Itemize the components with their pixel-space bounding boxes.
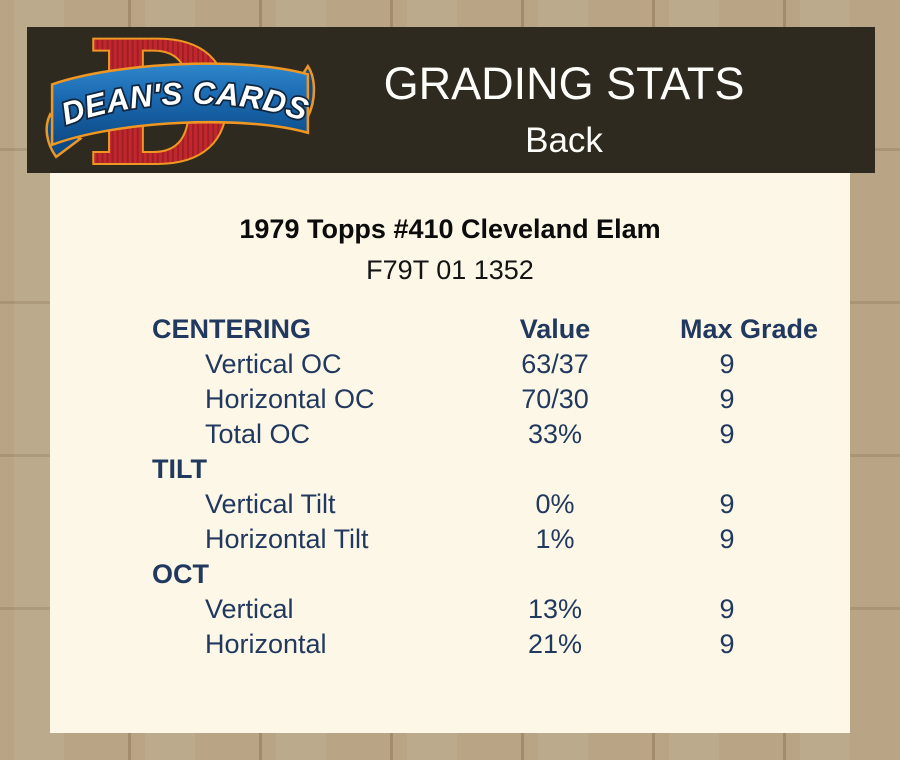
row-value-horizontal-oc: 70/30 [521,384,589,414]
row-maxgrade-total-oc: 9 [719,419,735,449]
row-label-total-oc: Total OC [205,419,311,449]
row-value-horizontal-tilt: 1% [535,524,575,554]
row-label-horizontal-tilt: Horizontal Tilt [205,524,369,554]
section-header-oct: OCT [152,559,209,589]
page-title: GRADING STATS [383,58,745,109]
column-header-value: Value [519,314,591,344]
row-value-oct-vertical: 13% [527,594,583,624]
section-header-centering: CENTERING [152,314,312,344]
row-maxgrade-oct-vertical: 9 [719,594,735,624]
row-label-vertical-oc: Vertical OC [205,349,342,379]
row-value-vertical-tilt: 0% [535,489,575,519]
content-panel: 1979 Topps #410 Cleveland Elam F79T 01 1… [50,173,850,733]
row-maxgrade-horizontal-oc: 9 [719,384,735,414]
row-label-vertical-tilt: Vertical Tilt [205,489,336,519]
header-text-block: GRADING STATS Back [253,27,875,173]
card-code: F79T 01 1352 [366,255,534,285]
row-value-total-oc: 33% [527,419,583,449]
card-title: 1979 Topps #410 Cleveland Elam [239,214,661,244]
row-label-horizontal-oc: Horizontal OC [205,384,375,414]
row-label-oct-horizontal: Horizontal [205,629,327,659]
logo-ribbon-banner [50,62,310,147]
header-bar: D DEAN'S CARDS GRADING STATS Back [27,2,875,205]
row-value-oct-horizontal: 21% [527,629,583,659]
row-maxgrade-vertical-oc: 9 [719,349,735,379]
row-maxgrade-vertical-tilt: 9 [719,489,735,519]
deans-cards-logo-icon: D DEAN'S CARDS [45,2,316,205]
row-label-oct-vertical: Vertical [205,594,294,624]
row-value-vertical-oc: 63/37 [521,349,589,379]
card-side-label: Back [525,121,603,160]
section-header-tilt: TILT [152,454,207,484]
column-header-max-grade: Max Grade [680,314,819,344]
row-maxgrade-oct-horizontal: 9 [719,629,735,659]
row-maxgrade-horizontal-tilt: 9 [719,524,735,554]
grading-stats-table: CENTERING Value Max Grade Vertical OC 63… [152,312,819,662]
